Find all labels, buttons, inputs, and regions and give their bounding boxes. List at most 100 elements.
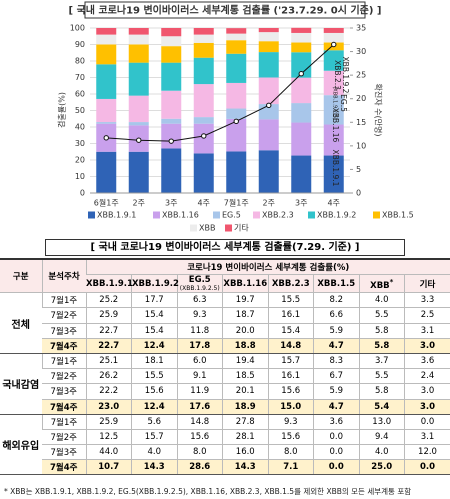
- y-tick-label: 30: [75, 139, 85, 148]
- bar-segment: [291, 122, 312, 156]
- bar-segment: [226, 40, 247, 54]
- bar-segment: [96, 122, 117, 124]
- bar-segment: [323, 28, 344, 33]
- annotation: (XBB.1.9.2.5): [332, 86, 338, 119]
- week-cell: 7월4주: [42, 399, 86, 415]
- value-cell: 4.0: [358, 444, 405, 461]
- value-cell: 9.1: [176, 368, 223, 385]
- value-cell: 15.4: [131, 323, 177, 339]
- bar-segment: [193, 153, 214, 193]
- value-cell: 2.4: [404, 368, 450, 385]
- value-cell: 8.0: [267, 444, 314, 461]
- bar-segment: [96, 28, 117, 35]
- value-cell: 0.0: [313, 429, 359, 446]
- legend-swatch: [88, 211, 95, 219]
- value-cell: 16.1: [267, 307, 314, 324]
- table-row: 7월2주 26.2 15.5 9.1 18.5 16.1 6.7 5.5 2.4: [0, 368, 450, 385]
- value-cell: 18.9: [222, 399, 268, 415]
- value-cell: 5.9: [313, 323, 359, 339]
- y2-axis-label: 확진자 수(만명): [374, 84, 384, 137]
- week-cell: 7월3주: [42, 444, 86, 461]
- value-cell: 17.8: [176, 338, 223, 354]
- value-cell: 15.4: [131, 307, 177, 324]
- bar-segment: [161, 28, 182, 37]
- value-cell: 28.6: [176, 459, 223, 476]
- value-cell: 17.6: [176, 399, 223, 415]
- value-cell: 14.3: [222, 459, 268, 476]
- bar-segment: [323, 70, 344, 96]
- column-label: EG.5: [188, 275, 211, 286]
- value-cell: 18.8: [222, 338, 268, 354]
- legend-label: XBB.2.3: [262, 211, 294, 220]
- week-cell: 7월3주: [42, 323, 86, 339]
- table-row: 7월4주 22.7 12.4 17.8 18.8 14.8 4.7 5.8 3.0: [0, 338, 450, 354]
- table-row: 7월3주 22.2 15.6 11.9 20.1 15.6 5.9 5.8 3.0: [0, 383, 450, 400]
- y2-tick-label: 20: [356, 94, 366, 103]
- column-header: XBB.1.5: [313, 274, 359, 294]
- header-cell: 구분: [0, 258, 42, 294]
- value-cell: 11.8: [176, 323, 223, 339]
- group-cell: 해외유입: [0, 414, 42, 476]
- value-cell: 14.8: [176, 414, 223, 430]
- table-row: 7월3주 22.7 15.4 11.8 20.0 15.4 5.9 5.8 3.1: [0, 323, 450, 339]
- header-row: XBB.1.9.1 XBB.1.9.2 EG.5 (XBB.1.9.2.5) XBB.1…: [0, 274, 450, 294]
- bar-segment: [258, 52, 279, 78]
- line-point: [168, 138, 174, 144]
- legend-label: XBB.1.9.2: [317, 211, 356, 220]
- header-row: 구분 분석주차 코로나19 변이바이러스 세부계통 검출률(%): [0, 258, 450, 294]
- line-point: [103, 135, 109, 141]
- line-point: [266, 102, 272, 109]
- value-cell: 22.7: [85, 338, 132, 354]
- bar-segment: [258, 41, 279, 53]
- column-header: EG.5 (XBB.1.9.2.5): [176, 274, 223, 294]
- group-cell: 국내감염: [0, 353, 42, 415]
- y-tick-label: 100: [70, 24, 85, 33]
- week-cell: 7월2주: [42, 368, 86, 385]
- week-cell: 7월4주: [42, 459, 86, 476]
- value-cell: 22.7: [85, 323, 132, 339]
- value-cell: 6.0: [176, 353, 223, 370]
- bar-segment: [161, 148, 182, 193]
- table-row: 전체 7월1주 25.2 17.7 6.3 19.7 15.5 8.2 4.0 3.3: [0, 292, 450, 354]
- value-cell: 15.7: [267, 353, 314, 370]
- bar-segment: [96, 98, 117, 123]
- value-cell: 3.0: [404, 383, 450, 400]
- value-cell: 23.0: [85, 399, 132, 415]
- annotation: EG.5: [339, 94, 348, 112]
- bar-segment: [226, 53, 247, 83]
- column-label: XBB.1.9.2: [132, 278, 179, 289]
- bar-segment: [226, 151, 247, 193]
- title-box: [84, 1, 366, 19]
- week-cell: 7월4주: [42, 338, 86, 354]
- bar-segment: [258, 32, 279, 42]
- value-cell: 4.7: [313, 399, 359, 415]
- value-cell: 6.7: [313, 368, 359, 385]
- value-cell: 20.0: [222, 323, 268, 339]
- value-cell: 18.5: [222, 368, 268, 385]
- bar-segment: [291, 155, 312, 193]
- chart: [ 국내 코로나19 변이바이러스 세부계통 검출률 ('23.7.29. 0시…: [57, 1, 414, 233]
- value-cell: 15.6: [176, 429, 223, 446]
- value-cell: 25.2: [85, 292, 132, 309]
- bar-segment: [323, 32, 344, 43]
- line: [106, 44, 335, 142]
- bar-segment: [161, 90, 182, 119]
- x-tick-label: 6월1주: [94, 198, 119, 208]
- legend-label: XBB.1.5: [382, 211, 414, 220]
- bar-segment: [226, 118, 247, 152]
- value-cell: 28.1: [222, 429, 268, 446]
- value-cell: 9.3: [176, 307, 223, 324]
- bar-segment: [258, 150, 279, 193]
- bar-segment: [128, 151, 149, 193]
- value-cell: 12.4: [131, 399, 177, 415]
- value-cell: 0.0: [404, 414, 450, 430]
- bar-segment: [193, 117, 214, 124]
- y-tick-label: 90: [75, 40, 85, 49]
- value-cell: 4.0: [358, 292, 405, 309]
- bar-segment: [323, 50, 344, 71]
- bar-segment: [96, 151, 117, 193]
- x-tick-label: 2주: [263, 199, 275, 208]
- value-cell: 11.9: [176, 383, 223, 400]
- value-cell: 12.4: [131, 338, 177, 354]
- value-cell: 19.4: [222, 353, 268, 370]
